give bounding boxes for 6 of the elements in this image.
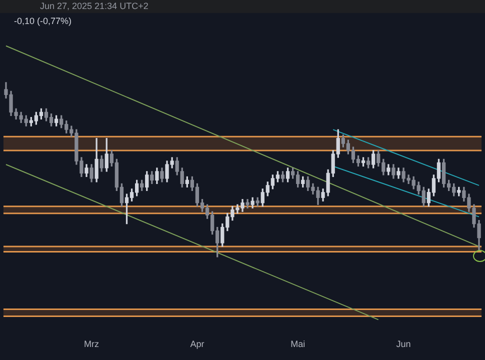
x-tick-label: Jun — [396, 339, 411, 350]
x-tick-label: Mai — [290, 339, 306, 350]
x-tick-label: Mrz — [84, 339, 100, 350]
x-tick-label: Apr — [190, 339, 204, 350]
text: Jun 27, 2025 21:34 UTC+2 — [40, 1, 148, 11]
text: -0,10 (-0,77%) — [14, 16, 72, 26]
